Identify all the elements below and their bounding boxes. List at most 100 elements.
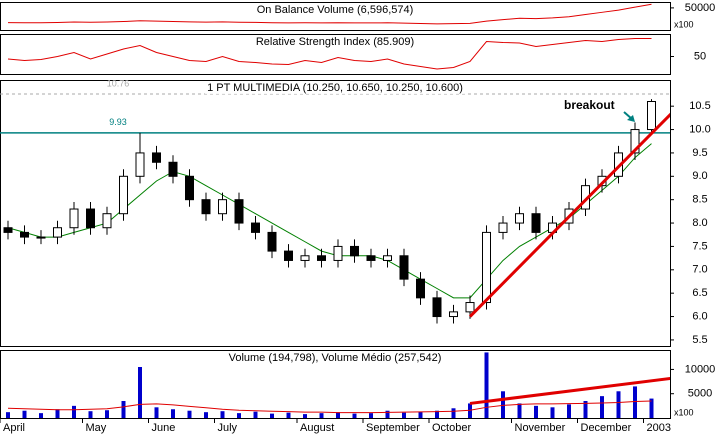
candle-body bbox=[135, 152, 145, 177]
bar bbox=[154, 407, 159, 418]
candle-body bbox=[366, 255, 376, 261]
bar bbox=[72, 405, 76, 418]
y-tick-label: 6.5 bbox=[692, 287, 707, 299]
panel-frame bbox=[0, 350, 671, 419]
y-tick-label: 9.0 bbox=[692, 170, 707, 182]
bar bbox=[550, 407, 555, 418]
x-tick-label: 2003 bbox=[647, 422, 671, 434]
bar bbox=[303, 414, 307, 418]
candle-body bbox=[20, 231, 29, 238]
candle-body bbox=[267, 231, 277, 252]
panel: 50000 x100 On Balance Volume (6,596,574) bbox=[0, 2, 716, 31]
panel-title: 1 PT MULTIMEDIA (10.250, 10.650, 10.250,… bbox=[207, 82, 463, 94]
candle-body bbox=[218, 199, 227, 215]
bar bbox=[6, 412, 10, 418]
x-tick-label: December bbox=[581, 422, 632, 434]
y-tick-label: 8.5 bbox=[692, 194, 707, 206]
candle-body bbox=[3, 227, 13, 233]
candle-body bbox=[531, 213, 541, 233]
bar bbox=[649, 398, 654, 418]
y-tick-label: 7.0 bbox=[692, 264, 707, 276]
bar bbox=[253, 411, 258, 418]
candle-body bbox=[168, 161, 178, 177]
candle-body bbox=[86, 208, 95, 229]
candle-body bbox=[399, 255, 409, 280]
panel-frame bbox=[0, 34, 671, 75]
candle-body bbox=[515, 213, 524, 224]
annotation: breakout bbox=[564, 98, 615, 112]
candle-body bbox=[201, 199, 211, 215]
panel: 50 Relative Strength Index (85.909) bbox=[0, 34, 706, 75]
line bbox=[7, 400, 652, 414]
panel-title: Relative Strength Index (85.909) bbox=[256, 36, 414, 48]
candle-body bbox=[647, 101, 656, 131]
candle-body bbox=[350, 245, 359, 257]
bar bbox=[600, 396, 604, 418]
bar bbox=[336, 412, 340, 418]
breakout-arrow bbox=[623, 111, 635, 122]
candle-body bbox=[119, 175, 128, 215]
bar bbox=[88, 411, 93, 418]
trend-line bbox=[469, 376, 670, 405]
candle-body bbox=[449, 311, 458, 318]
bar bbox=[583, 401, 588, 418]
title-bg bbox=[226, 351, 444, 364]
candle-body bbox=[234, 199, 244, 224]
candle-body bbox=[482, 231, 491, 304]
bar bbox=[534, 405, 538, 418]
panel-frame bbox=[0, 80, 671, 347]
h-line-label: 9.93 bbox=[109, 117, 127, 127]
bar bbox=[385, 410, 390, 418]
bar bbox=[220, 411, 225, 418]
x-tick-label: May bbox=[86, 422, 107, 434]
panel-frame bbox=[0, 2, 671, 31]
bar bbox=[55, 409, 60, 418]
trend-line bbox=[468, 112, 670, 318]
bar bbox=[435, 410, 439, 418]
x-tick-label: April bbox=[3, 422, 25, 434]
candle-body bbox=[630, 129, 640, 154]
bar bbox=[138, 367, 142, 418]
bar bbox=[633, 386, 637, 418]
x-tick-label: October bbox=[432, 422, 471, 434]
candle-body bbox=[333, 245, 343, 261]
bar bbox=[270, 413, 274, 418]
y-tick-label: 50000 bbox=[685, 2, 716, 14]
bar bbox=[319, 413, 324, 418]
y-tick-label: 10.0 bbox=[689, 123, 710, 135]
bar bbox=[369, 413, 373, 418]
x-tick-label: August bbox=[300, 422, 334, 434]
x-tick-label: July bbox=[218, 422, 238, 434]
candle-body bbox=[53, 227, 62, 238]
candle-body bbox=[69, 208, 79, 229]
bar bbox=[171, 409, 175, 418]
y-tick-label: 5.5 bbox=[692, 334, 707, 346]
bar bbox=[418, 411, 423, 418]
unit-label: x100 bbox=[674, 407, 694, 417]
bar bbox=[484, 352, 489, 418]
candle-body bbox=[432, 297, 442, 318]
line bbox=[7, 143, 652, 299]
bar bbox=[187, 410, 192, 418]
candle-body bbox=[465, 302, 475, 313]
line bbox=[7, 3, 652, 25]
y-tick-label: 7.5 bbox=[692, 240, 707, 252]
candle-body bbox=[416, 278, 425, 299]
bar bbox=[204, 412, 208, 418]
x-tick-label: June bbox=[152, 422, 176, 434]
bar bbox=[39, 413, 43, 418]
y-tick-label: 8.0 bbox=[692, 217, 707, 229]
bar bbox=[237, 413, 241, 418]
candle-body bbox=[36, 236, 46, 239]
y-tick-label: 10.5 bbox=[689, 100, 710, 112]
bar bbox=[402, 412, 406, 418]
panel-title: On Balance Volume (6,596,574) bbox=[257, 4, 414, 16]
panel: 5.5 6.0 6.5 7.0 7.5 8.0 8.5 9.0 9.5 10.0 10.5 10.76… bbox=[0, 78, 711, 347]
bar bbox=[616, 391, 621, 418]
title-bg bbox=[253, 35, 417, 48]
bar bbox=[286, 412, 291, 418]
bar bbox=[567, 404, 571, 418]
candle-body bbox=[251, 222, 260, 233]
